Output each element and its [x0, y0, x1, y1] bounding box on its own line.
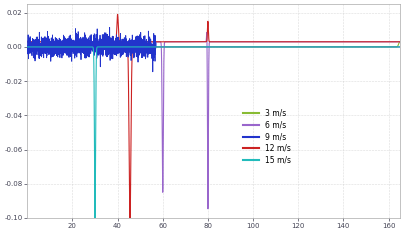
3 m/s: [267, 45, 272, 48]
9 m/s: [167, 45, 172, 48]
6 m/s: [331, 40, 336, 43]
9 m/s: [25, 45, 30, 48]
Line: 3 m/s: 3 m/s: [27, 42, 400, 47]
12 m/s: [167, 40, 172, 43]
9 m/s: [107, 26, 112, 29]
9 m/s: [248, 45, 253, 48]
9 m/s: [331, 45, 336, 48]
15 m/s: [93, 219, 97, 222]
9 m/s: [303, 45, 308, 48]
15 m/s: [303, 45, 308, 48]
Line: 12 m/s: 12 m/s: [27, 14, 400, 219]
3 m/s: [167, 45, 172, 48]
15 m/s: [331, 45, 336, 48]
15 m/s: [398, 45, 402, 48]
6 m/s: [303, 40, 308, 43]
12 m/s: [25, 40, 30, 43]
6 m/s: [206, 207, 210, 210]
6 m/s: [25, 40, 30, 43]
12 m/s: [398, 40, 402, 43]
3 m/s: [303, 45, 308, 48]
6 m/s: [248, 40, 253, 43]
15 m/s: [25, 45, 30, 48]
15 m/s: [93, 217, 97, 220]
9 m/s: [93, 48, 97, 51]
15 m/s: [167, 45, 172, 48]
12 m/s: [128, 218, 133, 221]
12 m/s: [248, 40, 253, 43]
6 m/s: [398, 40, 402, 43]
15 m/s: [248, 45, 253, 48]
12 m/s: [331, 40, 336, 43]
12 m/s: [115, 13, 120, 16]
6 m/s: [267, 40, 272, 43]
9 m/s: [267, 45, 272, 48]
3 m/s: [93, 45, 97, 48]
Line: 15 m/s: 15 m/s: [27, 47, 400, 220]
12 m/s: [303, 40, 308, 43]
6 m/s: [93, 40, 97, 43]
15 m/s: [267, 45, 272, 48]
6 m/s: [167, 40, 172, 43]
12 m/s: [267, 40, 272, 43]
Legend: 3 m/s, 6 m/s, 9 m/s, 12 m/s, 15 m/s: 3 m/s, 6 m/s, 9 m/s, 12 m/s, 15 m/s: [244, 109, 291, 164]
9 m/s: [150, 70, 155, 73]
12 m/s: [93, 40, 97, 43]
3 m/s: [248, 45, 253, 48]
3 m/s: [331, 45, 336, 48]
6 m/s: [204, 31, 209, 34]
3 m/s: [25, 45, 30, 48]
9 m/s: [398, 45, 402, 48]
3 m/s: [398, 40, 402, 43]
Line: 6 m/s: 6 m/s: [27, 33, 400, 209]
Line: 9 m/s: 9 m/s: [27, 27, 400, 72]
